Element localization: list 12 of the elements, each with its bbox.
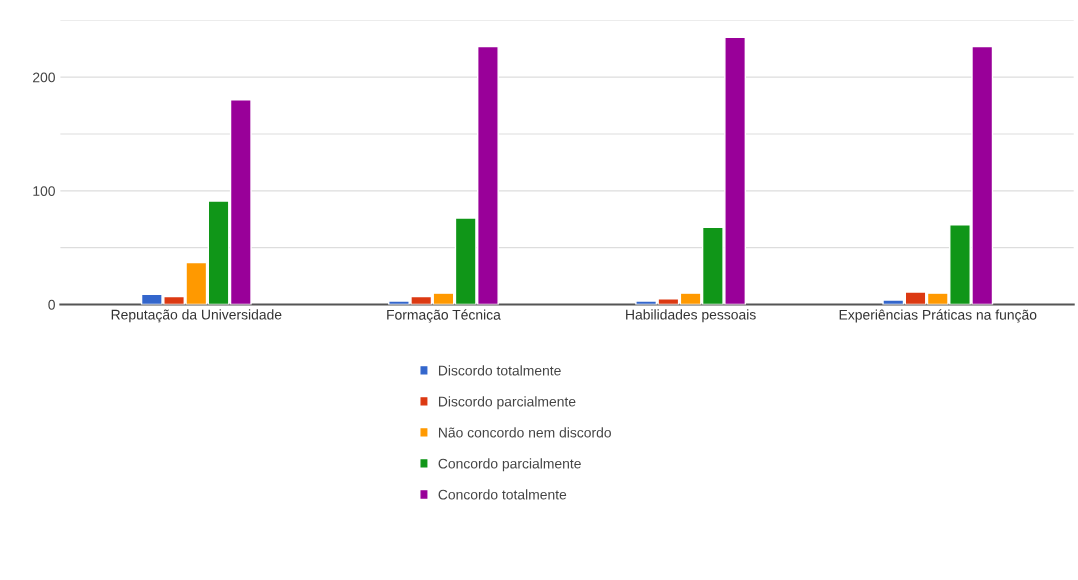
- y-tick-label: 100: [33, 186, 55, 196]
- legend-label: Concordo totalmente: [438, 489, 567, 500]
- x-tick-label: Habilidades pessoais: [626, 309, 756, 323]
- legend-label: Discordo parcialmente: [438, 396, 576, 410]
- x-tick-label: Experiências Práticas na função: [839, 309, 1037, 323]
- x-tick-label: Reputação da Universidade: [111, 309, 282, 323]
- x-tick-label: Formação Técnica: [387, 309, 501, 323]
- legend-label: Concordo parcialmente: [438, 458, 581, 472]
- legend-label: Não concordo nem discordo: [438, 427, 611, 438]
- y-tick-label: 0: [48, 299, 55, 310]
- y-tick-label: 200: [33, 72, 55, 83]
- legend-label: Discordo totalmente: [438, 365, 561, 376]
